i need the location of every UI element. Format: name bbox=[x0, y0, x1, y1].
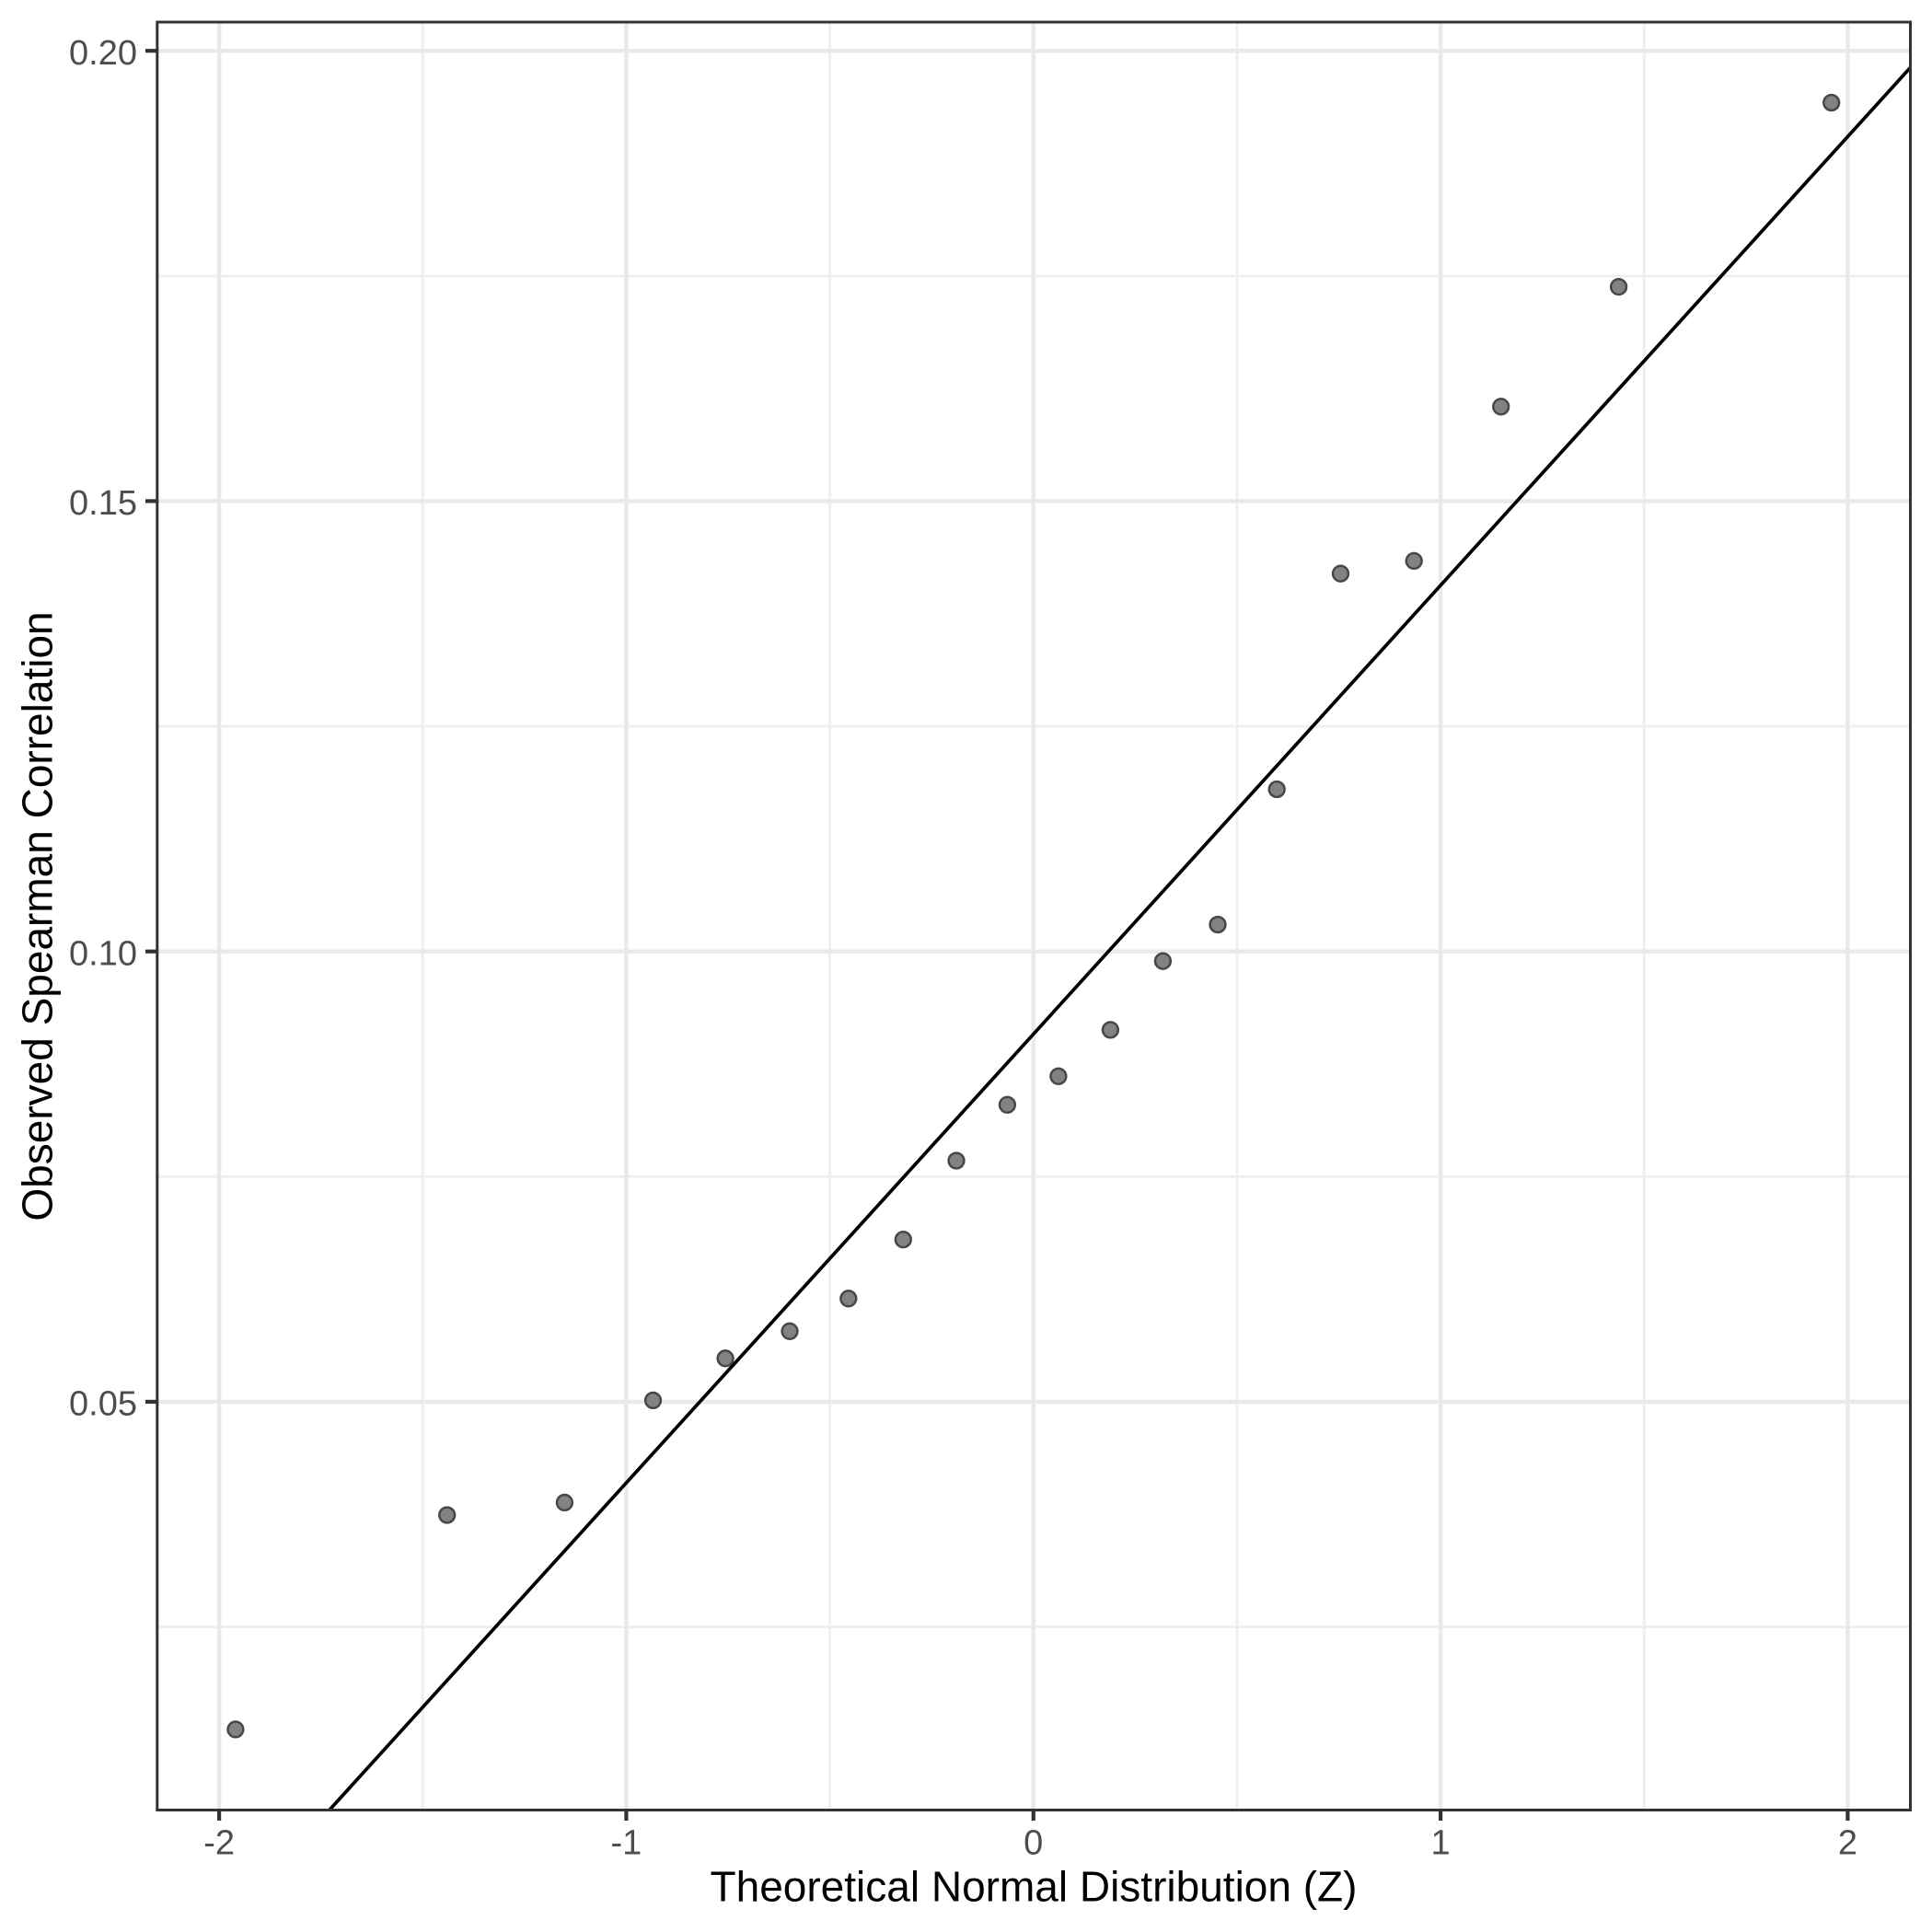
svg-text:1: 1 bbox=[1431, 1824, 1451, 1863]
svg-text:Observed Spearman Correlation: Observed Spearman Correlation bbox=[14, 611, 62, 1221]
svg-text:0.10: 0.10 bbox=[69, 934, 137, 973]
svg-text:0.15: 0.15 bbox=[69, 484, 137, 523]
svg-text:2: 2 bbox=[1838, 1824, 1857, 1863]
svg-text:-1: -1 bbox=[611, 1824, 642, 1863]
svg-text:-2: -2 bbox=[203, 1824, 235, 1863]
svg-text:0: 0 bbox=[1024, 1824, 1043, 1863]
svg-text:0.05: 0.05 bbox=[69, 1385, 137, 1424]
svg-text:Theoretical Normal Distributio: Theoretical Normal Distribution (Z) bbox=[711, 1863, 1358, 1911]
svg-text:0.20: 0.20 bbox=[69, 34, 137, 73]
